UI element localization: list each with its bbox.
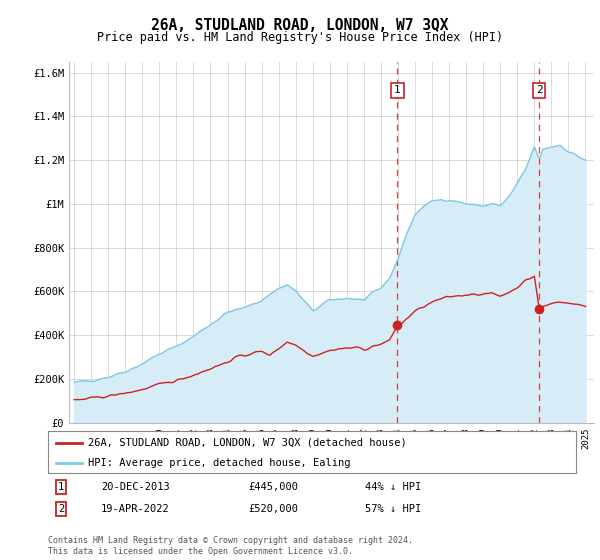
Text: 2: 2 xyxy=(536,86,542,96)
Text: 44% ↓ HPI: 44% ↓ HPI xyxy=(365,482,421,492)
Text: 1: 1 xyxy=(58,482,64,492)
Text: 2: 2 xyxy=(58,504,64,514)
Text: 20-DEC-2013: 20-DEC-2013 xyxy=(101,482,170,492)
Text: £520,000: £520,000 xyxy=(248,504,299,514)
Text: 26A, STUDLAND ROAD, LONDON, W7 3QX (detached house): 26A, STUDLAND ROAD, LONDON, W7 3QX (deta… xyxy=(88,438,406,448)
Text: 57% ↓ HPI: 57% ↓ HPI xyxy=(365,504,421,514)
Text: 19-APR-2022: 19-APR-2022 xyxy=(101,504,170,514)
Text: 1: 1 xyxy=(394,86,401,96)
Text: 26A, STUDLAND ROAD, LONDON, W7 3QX: 26A, STUDLAND ROAD, LONDON, W7 3QX xyxy=(151,18,449,33)
Text: £445,000: £445,000 xyxy=(248,482,299,492)
Text: Price paid vs. HM Land Registry's House Price Index (HPI): Price paid vs. HM Land Registry's House … xyxy=(97,31,503,44)
Text: HPI: Average price, detached house, Ealing: HPI: Average price, detached house, Eali… xyxy=(88,458,350,468)
Text: Contains HM Land Registry data © Crown copyright and database right 2024.
This d: Contains HM Land Registry data © Crown c… xyxy=(48,536,413,556)
